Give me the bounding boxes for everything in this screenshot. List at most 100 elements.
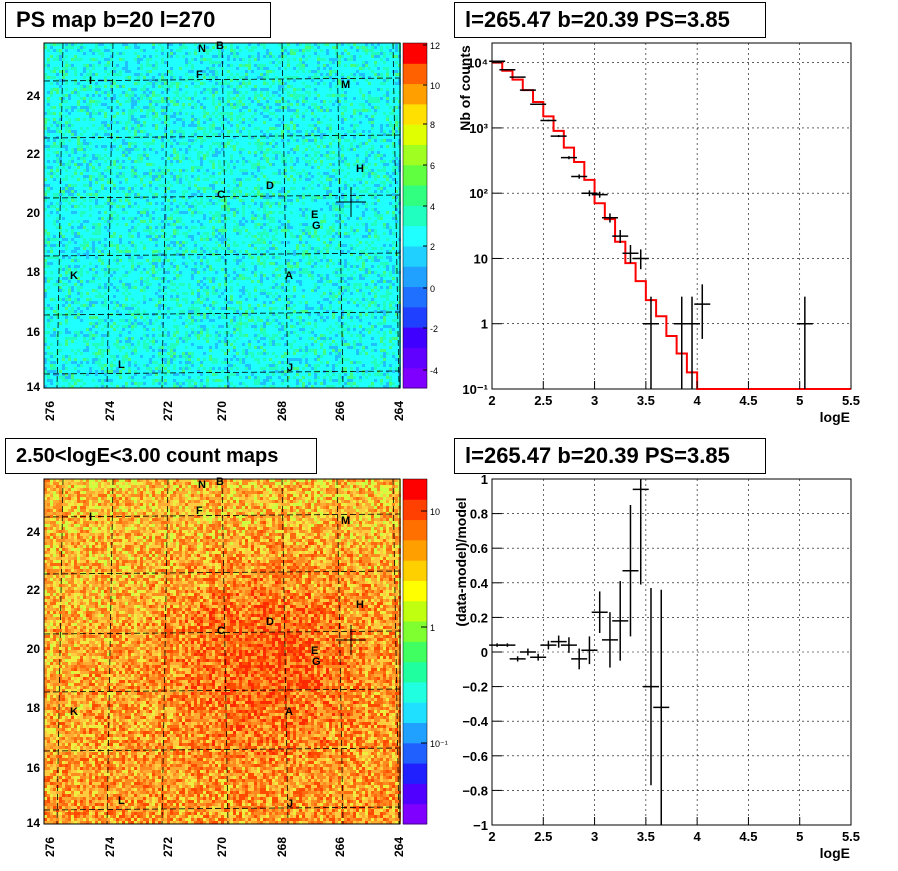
source-label-H: H xyxy=(356,599,364,611)
y-tick-label: 10² xyxy=(469,186,488,201)
spectrum-data-point xyxy=(520,90,536,91)
source-label-M: M xyxy=(341,79,350,91)
y-tick-label: −0.8 xyxy=(462,783,488,798)
source-label-B: B xyxy=(216,476,224,488)
map-y-tick-label: 20 xyxy=(27,206,41,220)
count-map-colorbar: 10 1 10⁻¹ xyxy=(403,479,448,825)
colorbar-band xyxy=(403,266,427,287)
colorbar-band xyxy=(403,682,427,703)
map-x-tick-label: 268 xyxy=(275,837,289,857)
colorbar-band xyxy=(403,104,427,125)
map-x-tick-label: 272 xyxy=(161,837,175,857)
spectrum-data-point xyxy=(540,120,556,122)
colorbar-tick-label: 0 xyxy=(430,284,435,294)
x-tick-label: 2.5 xyxy=(534,393,552,408)
map-x-tick-label: 272 xyxy=(161,401,175,421)
colorbar-tick-label: 12 xyxy=(430,41,440,51)
ps-map-heatmap xyxy=(44,43,401,388)
map-x-tick-label: 274 xyxy=(103,837,117,857)
source-label-L: L xyxy=(118,359,125,371)
spectrum-data-point xyxy=(510,77,526,78)
spectrum-data-point xyxy=(530,104,546,105)
y-tick-label: −0.4 xyxy=(462,714,488,729)
map-x-tick-label: 264 xyxy=(392,837,406,857)
map-y-tick-label: 24 xyxy=(27,525,41,539)
colorbar-tick-label: 1 xyxy=(430,623,435,633)
map-x-tick-label: 276 xyxy=(43,401,57,421)
colorbar-band xyxy=(403,226,427,247)
colorbar-band xyxy=(403,743,427,764)
colorbar-band xyxy=(403,124,427,145)
source-label-A: A xyxy=(285,706,293,718)
source-label-L: L xyxy=(118,795,125,807)
colorbar-band xyxy=(403,499,427,520)
colorbar-tick-label: -2 xyxy=(430,324,438,334)
colorbar-tick-label: 10⁻¹ xyxy=(430,739,448,749)
map-x-tick-label: 268 xyxy=(275,401,289,421)
colorbar-band xyxy=(403,560,427,581)
colorbar-band xyxy=(403,84,427,105)
spectrum-data-point xyxy=(551,135,567,137)
map-x-tick-label: 266 xyxy=(333,837,347,857)
y-tick-label: 0.4 xyxy=(470,576,489,591)
map-x-tick-label: 276 xyxy=(43,837,57,857)
x-tick-label: 2 xyxy=(488,829,495,844)
colorbar-tick-label: 2 xyxy=(430,242,435,252)
source-label-N: N xyxy=(198,43,206,55)
colorbar-band xyxy=(403,662,427,683)
colorbar-tick-label: 6 xyxy=(430,161,435,171)
source-label-D: D xyxy=(266,616,274,628)
map-y-tick-label: 22 xyxy=(27,583,41,597)
y-tick-label: 1 xyxy=(481,472,488,487)
colorbar-band xyxy=(403,368,427,389)
y-tick-label: 1 xyxy=(481,317,488,332)
source-label-J: J xyxy=(287,362,293,374)
colorbar-band xyxy=(403,540,427,561)
residual-x-axis-label: logE xyxy=(820,845,850,861)
colorbar-band xyxy=(403,43,427,64)
colorbar-band xyxy=(403,479,427,500)
colorbar-tick-label: -4 xyxy=(430,366,438,376)
spectrum-data-point xyxy=(489,61,505,62)
source-label-K: K xyxy=(70,270,78,282)
map-x-tick-label: 264 xyxy=(392,401,406,421)
source-label-G: G xyxy=(312,220,321,232)
count-map-heatmap xyxy=(44,479,401,824)
colorbar-tick-label: 10 xyxy=(430,507,440,517)
colorbar-band xyxy=(403,185,427,206)
map-y-tick-label: 14 xyxy=(27,380,41,394)
source-label-B: B xyxy=(216,40,224,52)
colorbar-band xyxy=(403,63,427,84)
x-tick-label: 3 xyxy=(591,829,598,844)
y-tick-label: 10⁻¹ xyxy=(462,382,488,397)
source-label-A: A xyxy=(285,270,293,282)
colorbar-band xyxy=(403,621,427,642)
spectrum-y-axis-label: Nb of counts xyxy=(457,45,473,131)
x-tick-label: 3 xyxy=(591,393,598,408)
colorbar-band xyxy=(403,327,427,348)
x-tick-label: 4 xyxy=(694,829,702,844)
source-label-N: N xyxy=(198,479,206,491)
colorbar-band xyxy=(403,287,427,308)
colorbar-band xyxy=(403,783,427,804)
colorbar-band xyxy=(403,804,427,825)
map-y-tick-label: 22 xyxy=(27,147,41,161)
source-label-D: D xyxy=(266,180,274,192)
colorbar-band xyxy=(403,347,427,368)
x-tick-label: 5 xyxy=(796,829,803,844)
x-tick-label: 4 xyxy=(694,393,702,408)
source-label-J: J xyxy=(287,798,293,810)
colorbar-band xyxy=(403,601,427,622)
residual-y-axis-label: (data-model)/model xyxy=(453,497,469,626)
map-y-tick-label: 16 xyxy=(27,325,41,339)
spectrum-frame xyxy=(492,43,851,389)
colorbar-tick-label: 4 xyxy=(430,202,435,212)
x-tick-label: 5.5 xyxy=(842,393,860,408)
map-y-tick-label: 20 xyxy=(27,642,41,656)
colorbar-band xyxy=(403,165,427,186)
colorbar-band xyxy=(403,205,427,226)
y-tick-label: −0.6 xyxy=(462,749,488,764)
